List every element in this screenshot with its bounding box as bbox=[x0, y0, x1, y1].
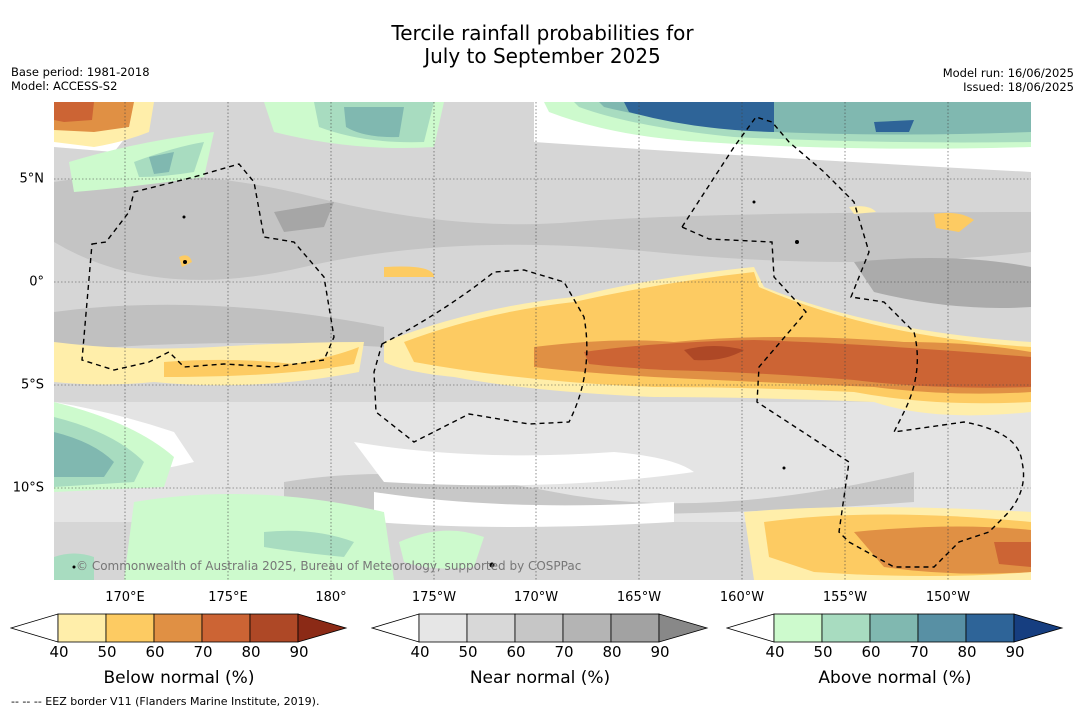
tick: 50 bbox=[458, 643, 478, 661]
near-normal-dark-patch bbox=[854, 258, 1031, 308]
colorbar-near-normal bbox=[371, 613, 709, 643]
below-normal-area bbox=[54, 102, 94, 122]
colorbar-cell bbox=[105, 613, 155, 643]
colorbar-above-normal bbox=[726, 613, 1064, 643]
colorbar-cell bbox=[249, 613, 299, 643]
copyright-notice: © Commonwealth of Australia 2025, Bureau… bbox=[76, 559, 582, 573]
above-normal-area bbox=[344, 107, 404, 138]
colorbar-cell bbox=[514, 613, 564, 643]
tick: 70 bbox=[909, 643, 929, 661]
colorbar-label-near: Near normal (%) bbox=[469, 668, 611, 688]
lat-label-5n: 5°N bbox=[19, 171, 45, 187]
lon-label: 160°W bbox=[719, 590, 765, 605]
lon-label: 170°W bbox=[513, 590, 559, 605]
tick: 90 bbox=[289, 643, 309, 661]
tick: 40 bbox=[410, 643, 430, 661]
eez-footer-note: -- -- -- EEZ border V11 (Flanders Marine… bbox=[11, 695, 320, 708]
islands bbox=[72, 200, 799, 569]
colorbar-cell bbox=[965, 613, 1015, 643]
title-line-1: Tercile rainfall probabilities for bbox=[391, 21, 694, 45]
colorbar-cells bbox=[371, 613, 709, 643]
colorbar-cell bbox=[57, 613, 107, 643]
lat-label-10s: 10°S bbox=[12, 480, 44, 496]
lon-label: 150°W bbox=[925, 590, 971, 605]
below-normal-area bbox=[384, 266, 434, 277]
colorbar-cell bbox=[418, 613, 468, 643]
lon-label: 155°W bbox=[822, 590, 868, 605]
lat-label-5s: 5°S bbox=[20, 377, 44, 393]
colorbar-below-normal bbox=[10, 613, 348, 643]
colorbar-extend-low bbox=[10, 613, 59, 643]
above-normal-area bbox=[264, 530, 354, 557]
near-normal-dark-patch bbox=[54, 304, 384, 352]
near-normal-dark-patch bbox=[274, 202, 334, 232]
model-name: Model: ACCESS-S2 bbox=[11, 79, 118, 93]
colorbar-cell bbox=[562, 613, 612, 643]
tick: 80 bbox=[602, 643, 622, 661]
colorbar-cells bbox=[10, 613, 348, 643]
colorbar-extend-low bbox=[371, 613, 420, 643]
near-normal-dark-patch bbox=[54, 174, 1031, 280]
lon-label: 175°W bbox=[411, 590, 457, 605]
lon-label: 180° bbox=[315, 590, 347, 605]
above-normal-area bbox=[399, 530, 484, 569]
above-normal-area bbox=[124, 494, 394, 580]
colorbar-extend-low bbox=[726, 613, 775, 643]
below-normal-area bbox=[684, 346, 744, 361]
tick: 90 bbox=[650, 643, 670, 661]
eez-borders bbox=[81, 116, 1025, 568]
above-normal-area bbox=[624, 102, 774, 132]
above-normal-area bbox=[54, 432, 114, 477]
colorbar-cell bbox=[466, 613, 516, 643]
lon-label: 170°E bbox=[105, 590, 145, 605]
lat-label-0: 0° bbox=[29, 274, 44, 290]
below-normal-area bbox=[994, 542, 1031, 567]
colorbar-cell bbox=[869, 613, 919, 643]
tick: 40 bbox=[49, 643, 69, 661]
tick: 50 bbox=[813, 643, 833, 661]
colorbar-cell bbox=[917, 613, 967, 643]
colorbar-label-below: Below normal (%) bbox=[103, 668, 255, 688]
tick: 80 bbox=[957, 643, 977, 661]
tick: 70 bbox=[554, 643, 574, 661]
colorbar-cell bbox=[201, 613, 251, 643]
base-period: Base period: 1981-2018 bbox=[11, 65, 150, 79]
meta-right: Model run: 16/06/2025 Issued: 18/06/2025 bbox=[943, 66, 1074, 94]
colorbar-cell bbox=[610, 613, 660, 643]
tick: 50 bbox=[97, 643, 117, 661]
colorbar-cells bbox=[726, 613, 1064, 643]
tick: 60 bbox=[145, 643, 165, 661]
white-area bbox=[374, 492, 674, 527]
rainfall-map bbox=[54, 102, 1031, 580]
model-run: Model run: 16/06/2025 bbox=[942, 66, 1074, 80]
below-normal-area bbox=[854, 526, 1031, 574]
tick: 60 bbox=[861, 643, 881, 661]
title-line-2: July to September 2025 bbox=[424, 44, 661, 68]
tick: 60 bbox=[506, 643, 526, 661]
map-title: Tercile rainfall probabilities for July … bbox=[0, 22, 1085, 68]
lon-label: 165°W bbox=[616, 590, 662, 605]
tick: 90 bbox=[1005, 643, 1025, 661]
graticule bbox=[54, 102, 1031, 580]
below-normal-area bbox=[164, 347, 359, 377]
colorbar-extend-high bbox=[1013, 613, 1064, 643]
issued-date: Issued: 18/06/2025 bbox=[963, 80, 1074, 94]
tick: 80 bbox=[241, 643, 261, 661]
tick: 40 bbox=[765, 643, 785, 661]
meta-left: Base period: 1981-2018 Model: ACCESS-S2 bbox=[11, 65, 150, 93]
above-normal-area bbox=[149, 152, 174, 174]
colorbar-extend-high bbox=[658, 613, 709, 643]
colorbar-cell bbox=[153, 613, 203, 643]
tick: 70 bbox=[193, 643, 213, 661]
colorbar-label-above: Above normal (%) bbox=[818, 668, 972, 688]
colorbar-cell bbox=[773, 613, 823, 643]
colorbar-extend-high bbox=[297, 613, 348, 643]
below-normal-area bbox=[934, 212, 974, 232]
white-area bbox=[354, 442, 694, 486]
above-normal-area bbox=[874, 120, 914, 132]
colorbar-cell bbox=[821, 613, 871, 643]
lon-label: 175°E bbox=[208, 590, 248, 605]
